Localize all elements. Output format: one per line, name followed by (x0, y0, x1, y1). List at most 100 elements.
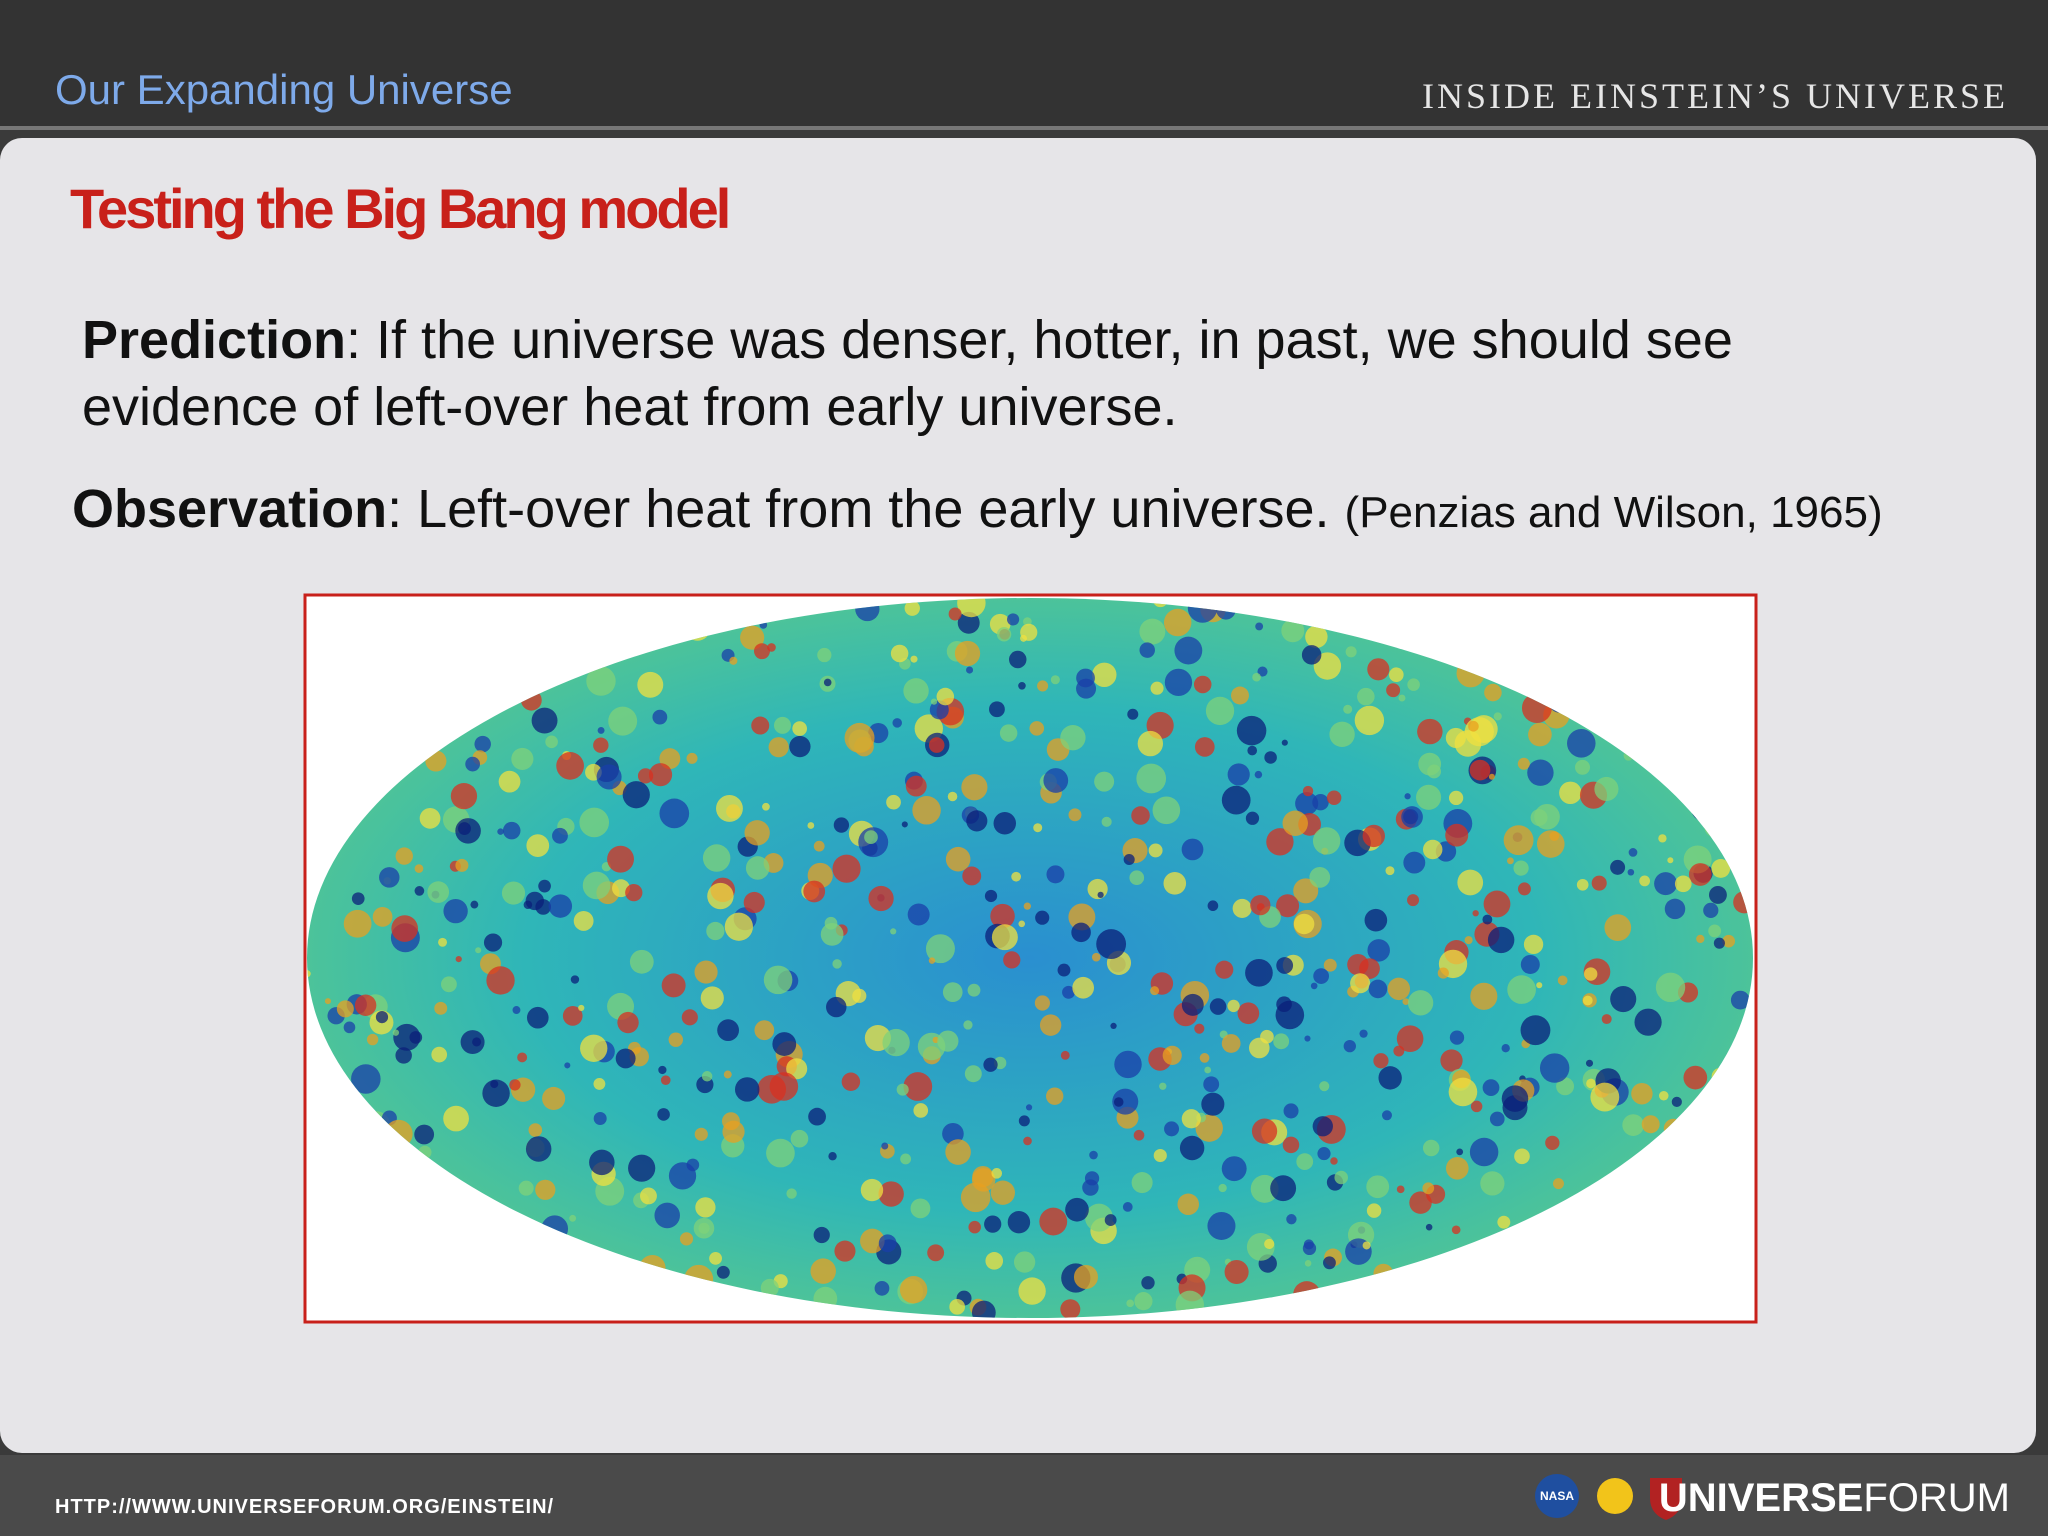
cmb-spot (351, 892, 365, 905)
cmb-spot (1250, 1174, 1279, 1203)
cmb-spot (1567, 729, 1596, 758)
cmb-spot (414, 1124, 435, 1145)
cmb-spot (1114, 1050, 1142, 1079)
cmb-spot (1011, 871, 1022, 882)
cmb-spot (1387, 977, 1411, 1001)
cmb-spot (1483, 890, 1511, 918)
cmb-spot (1237, 1002, 1260, 1025)
cmb-spot (1711, 859, 1731, 878)
cmb-spot (760, 1278, 779, 1297)
cmb-spot (443, 1105, 469, 1132)
cmb-spot (517, 1052, 528, 1063)
cmb-spot (1641, 1115, 1660, 1134)
cmb-spot (1057, 963, 1071, 977)
logo-light: FORUM (1863, 1476, 2010, 1520)
cmb-spot (637, 671, 664, 698)
cmb-spot (744, 820, 770, 846)
cmb-spot (1018, 1277, 1046, 1305)
cmb-spot (512, 1006, 521, 1015)
cmb-spot (1482, 1079, 1500, 1096)
cmb-spot (1060, 1299, 1081, 1318)
cmb-spot (1232, 898, 1252, 918)
cmb-spot (984, 1215, 1002, 1233)
cmb-spot (1497, 1215, 1511, 1229)
cmb-spot (509, 1079, 521, 1091)
cmb-spot (1134, 1292, 1153, 1311)
cmb-spot (1302, 785, 1314, 797)
cmb-spot (1628, 848, 1638, 857)
cmb-spot (1043, 768, 1069, 793)
cmb-spot (1312, 793, 1329, 811)
shield-icon (1650, 1478, 1682, 1520)
cmb-spot (548, 894, 573, 918)
cmb-spot (1163, 608, 1192, 637)
cmb-spot (984, 889, 998, 903)
prediction-label: Prediction (82, 310, 346, 370)
cmb-spot (1345, 646, 1357, 658)
cmb-spot (1203, 1076, 1220, 1093)
cmb-spot (1247, 745, 1258, 756)
cmb-spot (1437, 967, 1449, 979)
cmb-spot (1373, 1053, 1389, 1069)
cmb-spot (450, 782, 478, 810)
cmb-spot (535, 1179, 556, 1200)
cmb-spot (790, 1129, 809, 1148)
cmb-spot (701, 1071, 713, 1082)
cmb-spot (1343, 704, 1353, 714)
cmb-spot (1097, 891, 1104, 898)
cmb-spot (1585, 1059, 1594, 1067)
cmb-spot (1404, 793, 1411, 800)
cmb-spot (899, 1276, 928, 1304)
cmb-spot (324, 998, 331, 1005)
cmb-spot (455, 858, 469, 872)
cmb-spot (1385, 866, 1395, 876)
cmb-spot (1627, 868, 1635, 876)
cmb-spot (526, 834, 550, 857)
cmb-spot (1469, 1137, 1499, 1167)
header-rule (0, 126, 2048, 130)
footer-logo: UNIVERSEFORUM (1659, 1476, 2010, 1520)
cmb-spot (1398, 694, 1406, 702)
cmb-spot (844, 722, 875, 753)
cmb-spot (1517, 757, 1530, 770)
cmb-spot (372, 907, 393, 927)
cmb-spot (1304, 1035, 1311, 1042)
logo-bold: UNIVERSE (1659, 1476, 1864, 1520)
cmb-spot (860, 1228, 885, 1254)
cmb-spot (1501, 1085, 1529, 1112)
cmb-spot (1065, 1197, 1089, 1222)
cmb-spot (905, 775, 927, 797)
cmb-spot (640, 1187, 657, 1205)
cmb-spot (1326, 790, 1342, 806)
cmb-spot (1039, 1207, 1068, 1236)
cmb-spot (717, 1019, 740, 1042)
cmb-spot (1422, 1182, 1435, 1195)
cmb-spot (1003, 951, 1021, 969)
cmb-spot (1194, 1023, 1205, 1034)
cmb-spot (1091, 952, 1101, 962)
nasa-text: NASA (1540, 1489, 1574, 1503)
cmb-spot (1141, 1276, 1155, 1290)
cmb-spot (700, 986, 724, 1010)
cmb-spot (767, 643, 776, 652)
cmb-spot (1224, 1259, 1249, 1285)
cmb-spot (810, 1258, 836, 1284)
cmb-spot (1323, 1256, 1336, 1270)
cmb-spot (579, 807, 610, 838)
cmb-spot (1507, 857, 1514, 865)
cmb-spot (1087, 878, 1108, 900)
prediction-text-2: evidence of left-over heat from early un… (82, 377, 1178, 437)
cmb-spot (1417, 718, 1443, 745)
cmb-spot (1683, 1065, 1708, 1090)
cmb-spot (660, 1075, 671, 1086)
cmb-spot (434, 1001, 448, 1015)
cmb-spot (593, 1078, 606, 1090)
cmb-spot (1252, 672, 1261, 682)
cmb-spot (1266, 828, 1294, 856)
cmb-spot (1034, 995, 1050, 1011)
cmb-spot (1193, 675, 1212, 694)
cmb-spot (607, 845, 634, 873)
cmb-spot (1402, 998, 1410, 1006)
cmb-spot (1270, 1175, 1297, 1202)
cmb-spot (1407, 894, 1420, 907)
